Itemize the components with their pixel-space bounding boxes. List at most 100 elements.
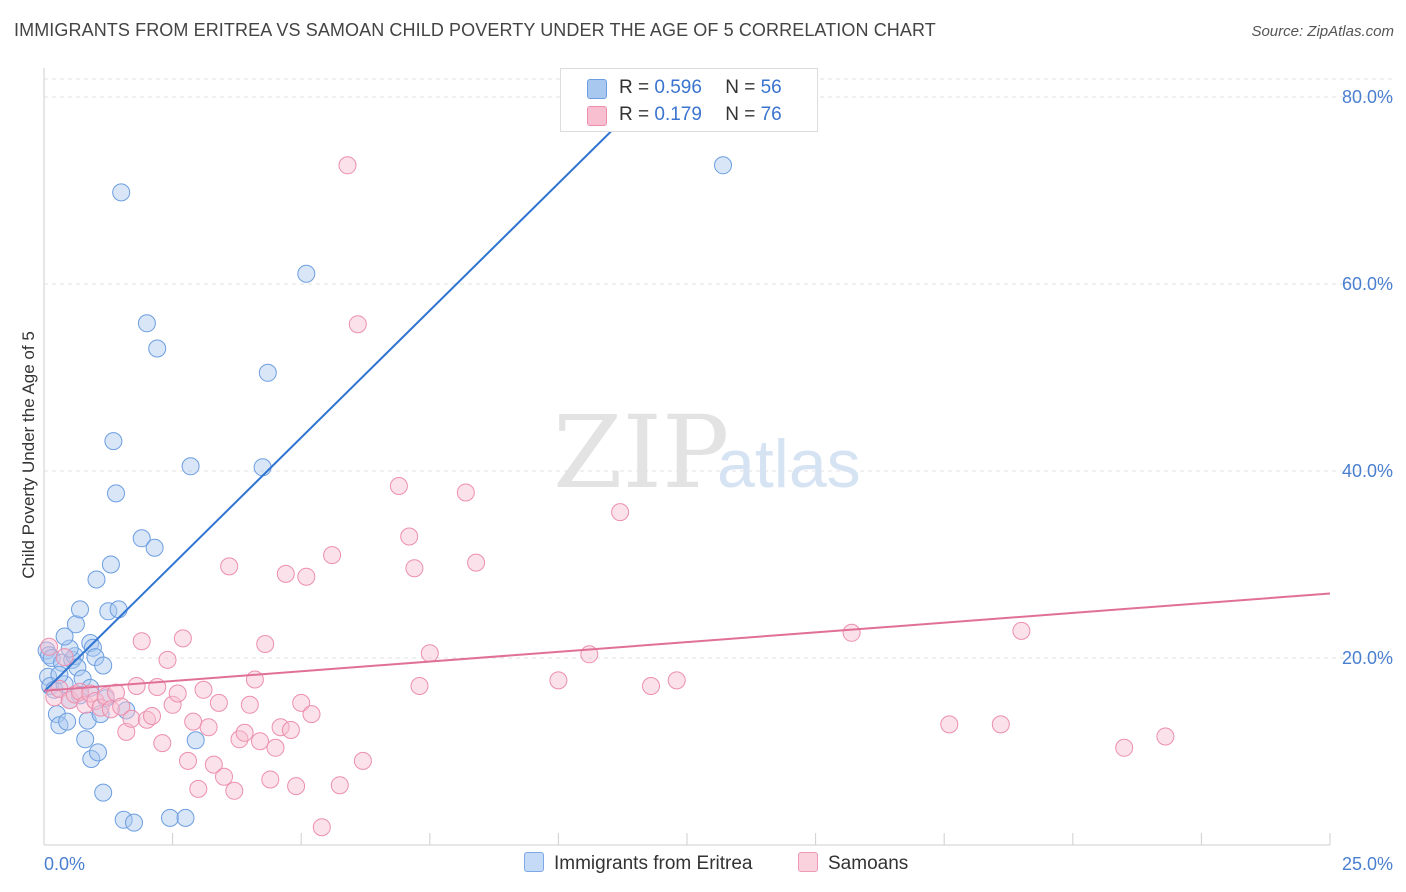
point-samoans	[330, 776, 349, 795]
point-eritrea	[112, 183, 131, 202]
point-samoans	[287, 777, 306, 796]
trend-lines	[43, 96, 1331, 693]
point-samoans	[163, 695, 182, 714]
legend-row-samoans: R = 0.179 N = 76	[587, 104, 782, 126]
stats-legend: R = 0.596 N = 56 R = 0.179 N = 76	[560, 68, 818, 132]
point-samoans	[420, 644, 439, 663]
point-samoans	[137, 710, 156, 729]
y-tick-label: 60.0%	[1342, 274, 1393, 294]
point-samoans	[302, 705, 321, 724]
point-eritrea	[81, 634, 100, 652]
point-samoans	[297, 567, 316, 586]
legend-r-value: 0.179	[654, 104, 702, 125]
watermark: ZIP atlas	[553, 394, 861, 511]
point-samoans	[312, 818, 331, 837]
point-eritrea	[58, 712, 77, 731]
point-eritrea	[714, 156, 732, 175]
point-eritrea	[145, 538, 164, 557]
legend-swatch-samoans	[798, 852, 818, 872]
legend-swatch-eritrea	[524, 852, 544, 872]
point-samoans	[292, 693, 311, 712]
point-samoans	[410, 677, 429, 695]
point-samoans	[45, 688, 64, 707]
point-samoans	[276, 564, 295, 583]
point-samoans	[281, 721, 300, 739]
tick-labels: 20.0% 40.0% 60.0% 80.0% 0.0% 25.0%	[44, 87, 1393, 874]
y-tick-label: 80.0%	[1342, 87, 1393, 107]
point-samoans	[235, 723, 254, 742]
y-tick-label: 20.0%	[1342, 648, 1393, 668]
point-samoans	[251, 732, 269, 751]
y-axis-label: Child Poverty Under the Age of 5	[19, 331, 38, 579]
point-eritrea	[94, 783, 113, 802]
chart-title: IMMIGRANTS FROM ERITREA VS SAMOAN CHILD …	[14, 20, 936, 40]
point-samoans	[405, 559, 424, 578]
point-samoans	[107, 683, 125, 702]
point-eritrea	[253, 458, 272, 477]
point-samoans	[1115, 738, 1134, 757]
point-samoans	[143, 707, 161, 725]
legend-n-value: 56	[760, 77, 782, 98]
point-eritrea	[50, 665, 69, 684]
point-samoans	[1156, 727, 1175, 746]
point-samoans	[338, 156, 357, 175]
point-samoans	[76, 695, 95, 714]
point-samoans	[842, 623, 861, 642]
point-samoans	[456, 483, 475, 502]
point-samoans	[209, 693, 228, 712]
point-samoans	[132, 632, 151, 651]
point-samoans	[991, 715, 1010, 734]
point-samoans	[225, 781, 244, 800]
point-eritrea	[55, 627, 74, 646]
point-eritrea	[60, 639, 79, 658]
point-eritrea	[89, 743, 107, 762]
x-tick-label: 0.0%	[44, 854, 85, 874]
point-samoans	[184, 712, 203, 731]
legend-item-eritrea: Immigrants from Eritrea	[524, 852, 752, 875]
point-samoans	[353, 751, 372, 770]
watermark-zip: ZIP	[553, 394, 729, 511]
point-samoans	[240, 695, 259, 714]
point-eritrea	[114, 810, 133, 829]
point-eritrea	[258, 363, 277, 382]
point-eritrea	[297, 264, 316, 283]
point-eritrea	[137, 314, 156, 333]
x-tick-label: 25.0%	[1342, 854, 1393, 874]
point-samoans	[467, 553, 486, 572]
legend-row-eritrea: R = 0.596 N = 56	[587, 77, 782, 99]
point-samoans	[40, 637, 59, 656]
legend-label-eritrea: Immigrants from Eritrea	[554, 853, 753, 874]
point-samoans	[261, 770, 280, 789]
point-eritrea	[109, 600, 128, 619]
legend-n-label: N =	[725, 77, 761, 98]
legend-swatch-samoans	[587, 106, 607, 126]
legend-swatch-eritrea	[587, 79, 607, 99]
point-samoans	[194, 680, 213, 699]
point-eritrea	[186, 731, 205, 750]
point-eritrea	[132, 529, 151, 548]
point-samoans	[127, 677, 146, 695]
point-samoans	[549, 671, 568, 690]
point-samoans	[173, 629, 192, 648]
point-eritrea	[104, 432, 123, 451]
legend-item-samoans: Samoans	[798, 852, 908, 875]
legend-n-label: N =	[725, 104, 761, 125]
legend-r-label: R =	[619, 104, 655, 125]
source-label: Source: ZipAtlas.com	[1251, 23, 1394, 40]
point-eritrea	[161, 808, 179, 827]
point-eritrea	[125, 813, 143, 832]
point-samoans	[204, 755, 223, 774]
point-samoans	[101, 700, 120, 719]
point-samoans	[389, 477, 408, 495]
point-eritrea	[82, 750, 101, 768]
point-samoans	[55, 648, 74, 667]
point-eritrea	[87, 570, 106, 589]
point-samoans	[611, 503, 630, 522]
point-samoans	[179, 751, 197, 770]
point-samoans	[323, 546, 342, 565]
legend-n-value: 76	[760, 104, 782, 125]
point-samoans	[940, 715, 959, 734]
trend-line-eritrea	[43, 96, 647, 693]
point-eritrea	[176, 808, 195, 827]
